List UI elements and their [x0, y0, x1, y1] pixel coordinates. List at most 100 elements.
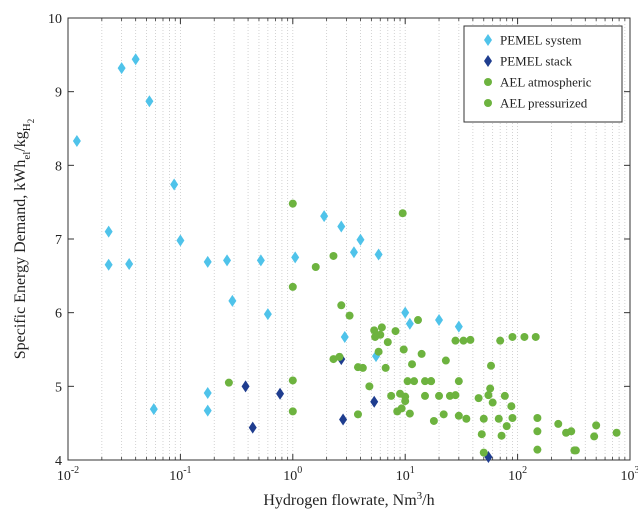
data-point: [203, 404, 212, 417]
data-point: [117, 62, 126, 75]
data-point: [405, 409, 414, 418]
data-point: [451, 391, 460, 400]
data-point: [500, 391, 509, 400]
data-point: [349, 246, 358, 259]
data-point: [474, 394, 483, 403]
data-point: [488, 398, 497, 407]
data-point: [335, 352, 344, 361]
tick-labels: 10-2 10-1 100 101 102 103 4 5 6 7 8 9 10: [48, 12, 638, 484]
data-point: [531, 332, 540, 341]
x-tick-label: 102: [508, 465, 527, 484]
data-point: [487, 361, 496, 370]
data-point: [340, 330, 349, 343]
data-point: [356, 233, 365, 246]
data-point: [533, 414, 542, 423]
data-point: [554, 419, 563, 428]
x-tick-label: 10-2: [57, 465, 79, 484]
data-point: [508, 414, 517, 423]
data-point: [248, 421, 257, 434]
data-point: [612, 428, 621, 437]
y-tick-label: 10: [48, 12, 62, 27]
data-point: [104, 225, 113, 238]
data-point: [224, 378, 233, 387]
data-point: [256, 254, 265, 267]
data-point: [496, 336, 505, 345]
data-point: [479, 448, 488, 457]
series-pemel-system: [72, 53, 463, 417]
data-point: [311, 262, 320, 271]
data-point: [398, 209, 407, 218]
data-point: [291, 251, 300, 264]
data-point: [403, 377, 412, 386]
data-point: [571, 446, 580, 455]
data-point: [263, 308, 272, 321]
data-point: [405, 317, 414, 330]
data-point: [241, 380, 250, 393]
legend-marker: [484, 34, 492, 46]
legend-item: AEL pressurized: [484, 96, 588, 111]
data-point: [401, 306, 410, 319]
data-point: [520, 332, 529, 341]
plot-frame: [67, 17, 631, 461]
legend-item: PEMEL system: [484, 33, 582, 48]
legend-marker: [484, 99, 492, 107]
series-pemel-stack: [241, 353, 493, 464]
legend-label: AEL atmospheric: [500, 75, 592, 90]
legend-marker: [484, 78, 492, 86]
data-point: [508, 332, 517, 341]
y-tick-label: 5: [55, 380, 62, 395]
data-point: [507, 402, 516, 411]
data-point: [203, 386, 212, 399]
data-point: [104, 258, 113, 271]
data-point: [125, 258, 134, 271]
data-point: [486, 384, 495, 393]
data-point: [353, 410, 362, 419]
y-axis-label: Specific Energy Demand, kWhel/kgH2: [12, 119, 36, 360]
data-point: [223, 254, 232, 267]
data-point: [329, 251, 338, 260]
data-point: [417, 349, 426, 358]
data-point: [592, 421, 601, 430]
legend-item: PEMEL stack: [484, 54, 573, 69]
data-point: [454, 320, 463, 333]
y-tick-label: 4: [55, 454, 62, 469]
y-tick-label: 7: [55, 233, 62, 248]
data-point: [462, 414, 471, 423]
data-point: [374, 347, 383, 356]
y-tick-label: 9: [55, 86, 62, 101]
legend-label: PEMEL stack: [500, 54, 573, 69]
data-point: [203, 255, 212, 268]
data-point: [401, 392, 410, 401]
y-tick-label: 6: [55, 307, 62, 322]
data-point: [381, 363, 390, 372]
data-point: [176, 234, 185, 247]
data-point: [288, 407, 297, 416]
data-point: [533, 427, 542, 436]
data-point: [466, 335, 475, 344]
data-point: [337, 301, 346, 310]
legend-item: AEL atmospheric: [484, 75, 592, 90]
x-tick-label: 100: [283, 465, 302, 484]
data-point: [408, 360, 417, 369]
data-point: [429, 416, 438, 425]
legend-marker: [484, 55, 492, 67]
x-axis-label: Hydrogen flowrate, Nm3/h: [263, 490, 434, 509]
data-point: [370, 395, 379, 408]
data-point: [441, 356, 450, 365]
data-point: [451, 336, 460, 345]
series-ael-atmospheric: [224, 199, 468, 425]
data-point: [376, 330, 385, 339]
data-point: [228, 294, 237, 307]
data-point: [365, 382, 374, 391]
data-point: [590, 432, 599, 441]
data-point: [170, 178, 179, 191]
data-point: [72, 135, 81, 148]
data-point: [477, 430, 486, 439]
x-tick-label: 101: [396, 465, 415, 484]
y-tick-label: 8: [55, 159, 62, 174]
data-point: [435, 391, 444, 400]
data-point: [149, 403, 158, 416]
legend-items: PEMEL system PEMEL stack AEL atmospheric AE…: [484, 33, 592, 111]
data-point: [288, 282, 297, 291]
